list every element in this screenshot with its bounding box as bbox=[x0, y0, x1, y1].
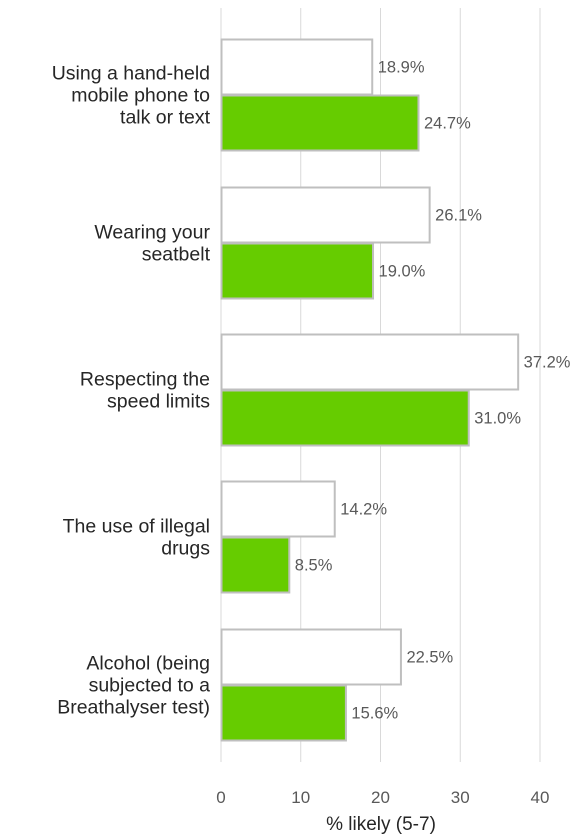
x-tick-label: 0 bbox=[216, 788, 225, 807]
bar-series-1 bbox=[220, 333, 520, 391]
bar-series-1 bbox=[220, 628, 402, 686]
value-label: 37.2% bbox=[524, 354, 571, 372]
category-label-line: talk or text bbox=[120, 107, 211, 129]
value-label: 22.5% bbox=[406, 649, 453, 667]
value-label: 8.5% bbox=[295, 557, 333, 575]
bar-series-1 bbox=[220, 480, 336, 538]
category-label-line: Respecting the bbox=[80, 369, 210, 391]
value-labels: 18.9% 26.1% 37.2% 14.2% 22.5% 24.7% 19.0% 31.0%… bbox=[295, 59, 571, 723]
category-labels: Using a hand-held mobile phone to talk or … bbox=[52, 63, 211, 719]
value-label: 14.2% bbox=[340, 501, 387, 519]
category-label-line: mobile phone to bbox=[71, 85, 210, 107]
category-label-line: drugs bbox=[161, 538, 210, 560]
category-label-line: seatbelt bbox=[142, 244, 211, 266]
bars bbox=[220, 38, 520, 742]
x-tick-label: 40 bbox=[531, 788, 550, 807]
bar-series-1 bbox=[220, 186, 431, 244]
category-label-line: The use of illegal bbox=[63, 516, 210, 538]
x-axis-ticks: 0 10 20 30 40 bbox=[216, 788, 549, 807]
category-label: Using a hand-held mobile phone to talk or … bbox=[52, 63, 211, 129]
bar-series-2 bbox=[220, 242, 375, 300]
x-tick-label: 30 bbox=[451, 788, 470, 807]
category-label-line: speed limits bbox=[107, 391, 210, 413]
category-label: The use of illegal drugs bbox=[63, 516, 211, 560]
value-label: 19.0% bbox=[379, 263, 426, 281]
category-label: Respecting the speed limits bbox=[80, 369, 210, 413]
value-label: 15.6% bbox=[351, 705, 398, 723]
x-axis-title: % likely (5-7) bbox=[326, 814, 436, 835]
bar-series-2 bbox=[220, 94, 420, 152]
category-label-line: Using a hand-held bbox=[52, 63, 210, 85]
category-label: Wearing your seatbelt bbox=[94, 222, 210, 266]
bar-series-2 bbox=[220, 536, 291, 594]
value-label: 26.1% bbox=[435, 207, 482, 225]
category-label: Alcohol (being subjected to a Breathalyser… bbox=[57, 653, 210, 719]
x-tick-label: 20 bbox=[371, 788, 390, 807]
category-label-line: Alcohol (being bbox=[86, 653, 210, 675]
value-label: 31.0% bbox=[474, 410, 521, 428]
value-label: 24.7% bbox=[424, 115, 471, 133]
bar-series-2 bbox=[220, 389, 470, 447]
value-label: 18.9% bbox=[378, 59, 425, 77]
category-label-line: Wearing your bbox=[94, 222, 210, 244]
category-label-line: subjected to a bbox=[89, 675, 211, 697]
category-label-line: Breathalyser test) bbox=[57, 697, 210, 719]
bar-series-1 bbox=[220, 38, 374, 96]
bar-series-2 bbox=[220, 684, 347, 742]
x-tick-label: 10 bbox=[291, 788, 310, 807]
